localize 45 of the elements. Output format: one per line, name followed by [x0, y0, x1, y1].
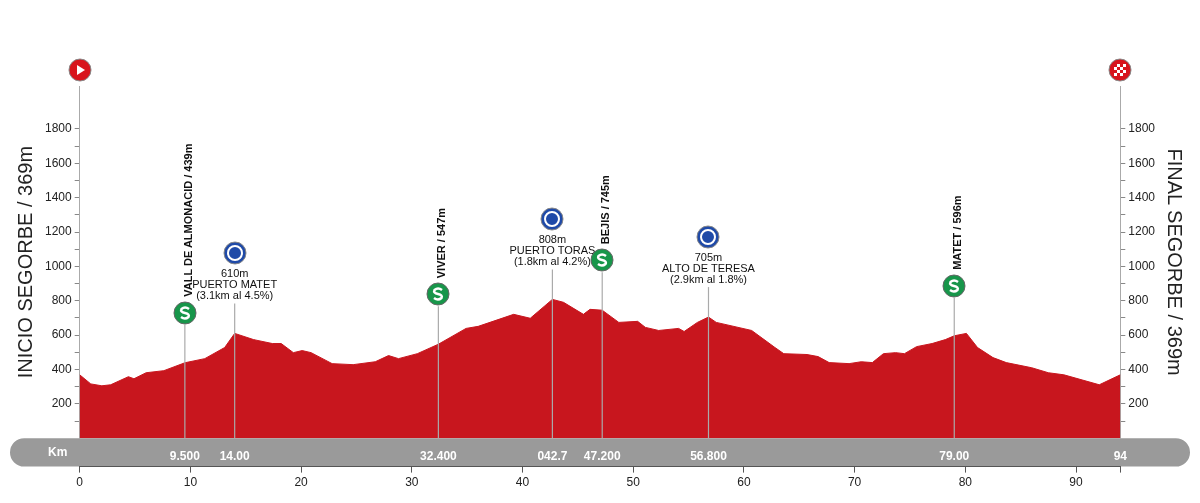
x2-tick-label: 56.800 [690, 448, 728, 463]
annotation: 610m PUERTO MATET (3.1km al 4.5%) [192, 267, 278, 302]
y2-tick-label: 1400 [1128, 189, 1156, 204]
y-tick-label: 600 [51, 327, 73, 342]
x2-tick-label: 94 [1113, 448, 1128, 463]
y2-tick-label: 600 [1128, 327, 1149, 342]
y2-tick-label: 1000 [1128, 258, 1156, 273]
y2-axis-title: FINAL SEGORBE / 369m [1164, 148, 1187, 376]
x-tick-label: 50 [626, 475, 641, 490]
y-tick-label: 1800 [44, 121, 73, 136]
x-tick-label: 0 [76, 475, 84, 490]
x-tick-label: 80 [958, 475, 973, 490]
y-tick-label: 1400 [44, 189, 73, 204]
x-tick-label: 90 [1069, 475, 1084, 490]
y-tick-label: 1600 [44, 155, 73, 170]
y-axis-title: INICIO SEGORBE / 369m [13, 145, 36, 379]
x-tick-label: 20 [294, 475, 309, 490]
y2-tick-label: 1200 [1128, 224, 1156, 239]
x2-tick-label: 042.7 [537, 448, 568, 463]
x2-tick-label: 47.200 [583, 448, 621, 463]
x2-tick-label: 32.400 [420, 448, 458, 463]
y-tick-label: 200 [51, 396, 73, 411]
y-tick-label: 1200 [44, 224, 73, 239]
x-tick-label: 40 [515, 475, 530, 490]
ref-line-label: VIVER / 547m [435, 207, 448, 279]
x2-tick-label: 14.00 [219, 448, 251, 463]
y2-tick-label: 1800 [1128, 121, 1156, 136]
annotation: 705m ALTO DE TERESA (2.9km al 1.8%) [662, 251, 756, 286]
ref-line-label: MATET / 596m [951, 195, 964, 270]
x2-tick-label: 79.00 [939, 448, 970, 463]
x-tick-label: 10 [183, 475, 198, 490]
x-tick-label: 60 [737, 475, 751, 490]
x-tick-label: 70 [847, 475, 862, 490]
y2-tick-label: 200 [1128, 396, 1149, 411]
ref-line-label: BEJIS / 745m [599, 174, 612, 245]
y2-tick-label: 800 [1128, 293, 1149, 308]
x2-tick-label: 9.500 [169, 448, 201, 463]
annotation: 808m PUERTO TORAS (1.8km al 4.2%) [509, 233, 596, 268]
y2-tick-label: 400 [1128, 361, 1149, 376]
y-tick-label: 800 [51, 293, 73, 308]
x-tick-label: 30 [405, 475, 419, 490]
y2-tick-label: 1600 [1128, 155, 1156, 170]
y-tick-label: 1000 [44, 258, 73, 273]
y-tick-label: 400 [51, 361, 73, 376]
x2-axis-title: Km [48, 444, 68, 459]
